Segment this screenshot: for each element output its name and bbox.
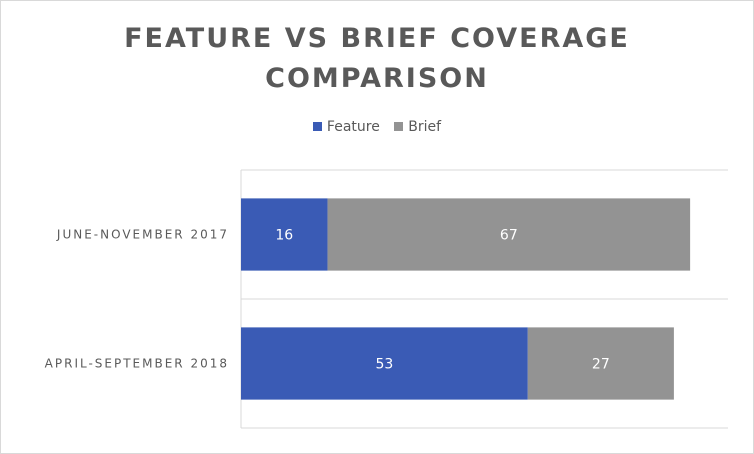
- legend-label-feature: Feature: [326, 119, 380, 135]
- chart-title-line-1: FEATURE VS BRIEF COVERAGE: [124, 23, 630, 54]
- legend-swatch-brief: [394, 122, 404, 131]
- data-label-feature-1: 53: [375, 357, 393, 373]
- legend-item-brief: Brief: [394, 119, 441, 135]
- bars-group: 16 67 53 27: [241, 198, 691, 400]
- bar-brief-0: [327, 198, 691, 271]
- bar-brief-1: [527, 327, 674, 400]
- data-label-feature-0: 16: [275, 228, 293, 244]
- grid-lines: [240, 169, 728, 429]
- bar-feature-1: [241, 327, 528, 400]
- chart-title-line-2: COMPARISON: [265, 63, 489, 94]
- legend-swatch-feature: [312, 122, 322, 131]
- bar-feature-0: [241, 198, 328, 271]
- chart-title: FEATURE VS BRIEF COVERAGE COMPARISON: [1, 19, 753, 99]
- category-label-1: APRIL-SEPTEMBER 2018: [45, 357, 229, 371]
- data-label-brief-0: 67: [500, 228, 518, 244]
- legend-label-brief: Brief: [408, 119, 442, 135]
- category-labels: JUNE-NOVEMBER 2017 APRIL-SEPTEMBER 2018: [45, 228, 229, 371]
- legend-item-feature: Feature: [312, 119, 380, 135]
- chart-legend: Feature Brief: [1, 119, 753, 135]
- category-label-0: JUNE-NOVEMBER 2017: [56, 228, 229, 242]
- data-label-brief-1: 27: [592, 357, 610, 373]
